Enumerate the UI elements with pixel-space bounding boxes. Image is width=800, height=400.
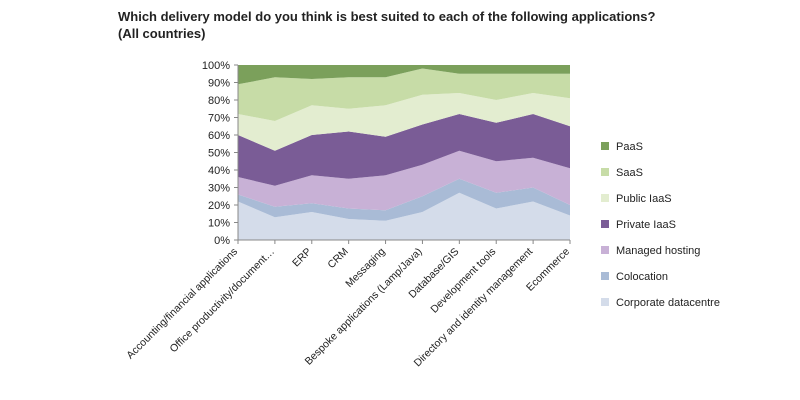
legend: PaaS SaaS Public IaaS Private IaaS Managed h… (601, 141, 720, 309)
area-paas (238, 65, 570, 85)
x-category-label: CRM (325, 246, 350, 271)
y-tick-label: 40% (208, 165, 230, 177)
y-tick-label: 20% (208, 200, 230, 212)
x-category-label: Development tools (428, 246, 498, 316)
y-tick-label: 50% (208, 148, 230, 160)
y-tick-label: 70% (208, 113, 230, 125)
legend-label-colocation: Colocation (616, 271, 668, 283)
area-private-iaas (238, 114, 570, 186)
legend-swatch-corporate-datacentre (601, 298, 609, 306)
legend-label-public-iaas: Public IaaS (616, 193, 672, 205)
areas-layer (238, 65, 570, 240)
x-category-label: ERP (290, 246, 314, 270)
y-axis-ticks: 0% 10% 20% 30% 40% 50% 60% 70% 80% 90% 100% (202, 60, 238, 247)
area-corporate-datacentre (238, 192, 570, 240)
legend-swatch-paas (601, 142, 609, 150)
y-tick-label: 0% (214, 235, 230, 247)
legend-swatch-colocation (601, 272, 609, 280)
area-saas (238, 68, 570, 121)
y-tick-label: 60% (208, 130, 230, 142)
legend-swatch-saas (601, 168, 609, 176)
legend-label-paas: PaaS (616, 141, 643, 153)
y-tick-label: 100% (202, 60, 230, 72)
legend-swatch-managed-hosting (601, 246, 609, 254)
area-colocation (238, 178, 570, 221)
y-tick-label: 10% (208, 218, 230, 230)
legend-label-saas: SaaS (616, 167, 643, 179)
area-public-iaas (238, 93, 570, 151)
legend-label-managed-hosting: Managed hosting (616, 245, 700, 257)
legend-swatch-public-iaas (601, 194, 609, 202)
y-tick-label: 80% (208, 95, 230, 107)
y-tick-label: 90% (208, 78, 230, 90)
chart-title: Which delivery model do you think is bes… (118, 9, 656, 41)
area-managed-hosting (238, 150, 570, 211)
x-axis-categories: Accounting/financial applicationsOffice … (124, 240, 572, 369)
legend-swatch-private-iaas (601, 220, 609, 228)
legend-label-corporate-datacentre: Corporate datacentre (616, 297, 720, 309)
y-tick-label: 30% (208, 183, 230, 195)
legend-label-private-iaas: Private IaaS (616, 219, 676, 231)
